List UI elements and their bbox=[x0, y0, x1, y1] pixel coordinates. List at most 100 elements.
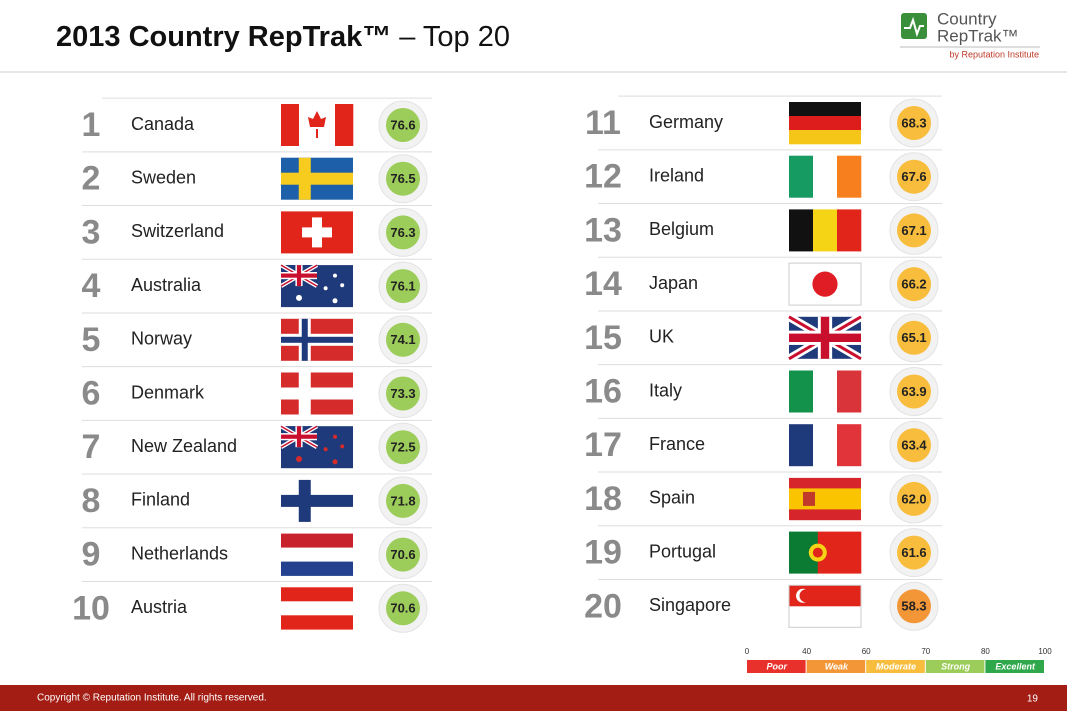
rank: 8 bbox=[82, 482, 101, 520]
scale-tick-label: 40 bbox=[802, 647, 811, 656]
rank: 5 bbox=[82, 321, 101, 359]
country-name: Spain bbox=[649, 488, 695, 508]
score: 63.4 bbox=[901, 438, 927, 453]
ranking-row: 4 Australia 76.1 bbox=[82, 258, 432, 311]
flag-part bbox=[789, 116, 861, 131]
rank: 10 bbox=[72, 589, 110, 627]
country-name: New Zealand bbox=[131, 436, 237, 456]
flag bbox=[281, 104, 354, 146]
score-badge bbox=[386, 483, 420, 518]
score-scale: Poor Weak Moderate Strong Excellent 0 40 60 70 80… bbox=[745, 647, 1052, 673]
score-badge bbox=[897, 159, 931, 194]
copyright: Copyright © Reputation Institute. All ri… bbox=[37, 693, 267, 704]
score-badge bbox=[897, 589, 931, 624]
flag-part bbox=[332, 459, 338, 465]
logo: Country RepTrak™ by Reputation Institute bbox=[900, 9, 1040, 59]
scale-tick-label: 100 bbox=[1038, 647, 1052, 656]
rank: 18 bbox=[584, 480, 622, 518]
flag-part bbox=[302, 227, 332, 238]
country-name: Netherlands bbox=[131, 543, 228, 563]
flag-part bbox=[837, 424, 862, 467]
flag-part bbox=[789, 424, 814, 467]
rank: 16 bbox=[584, 372, 622, 410]
flag-part bbox=[281, 587, 353, 602]
flag bbox=[281, 587, 353, 630]
flag-part bbox=[296, 294, 302, 301]
ranking-row: 13 Belgium 67.1 bbox=[584, 203, 942, 255]
score-badge bbox=[897, 374, 931, 409]
flag-part bbox=[789, 370, 814, 413]
flag-part bbox=[281, 336, 353, 343]
score: 76.1 bbox=[390, 279, 415, 294]
score: 65.1 bbox=[901, 330, 926, 345]
flag-part bbox=[813, 155, 838, 198]
flag-part bbox=[803, 491, 815, 506]
scale-tick-label: 80 bbox=[981, 647, 990, 656]
flag-part bbox=[340, 444, 345, 449]
flag bbox=[281, 533, 353, 576]
score-badge bbox=[386, 376, 420, 411]
score: 66.2 bbox=[901, 277, 926, 292]
score: 63.9 bbox=[901, 384, 926, 399]
page-number: 19 bbox=[1027, 694, 1039, 705]
flag-part bbox=[296, 455, 302, 462]
flag-part bbox=[332, 298, 338, 304]
flag-part bbox=[813, 209, 838, 252]
rank: 14 bbox=[584, 265, 622, 303]
country-name: Switzerland bbox=[131, 221, 224, 241]
ranking-row: 11 Germany 68.3 bbox=[585, 95, 942, 148]
flag bbox=[281, 318, 353, 361]
country-name: Australia bbox=[131, 275, 202, 295]
rank: 15 bbox=[584, 319, 622, 357]
scale-tick-label: 0 bbox=[745, 647, 750, 656]
country-name: Italy bbox=[649, 380, 682, 400]
scale-tick-label: 60 bbox=[862, 647, 871, 656]
flag-part bbox=[333, 434, 337, 439]
ranking-row: 2 Sweden 76.5 bbox=[82, 151, 432, 204]
rank: 11 bbox=[585, 104, 621, 142]
rank: 3 bbox=[82, 213, 101, 251]
logo-byline: by Reputation Institute bbox=[949, 49, 1039, 59]
flag-part bbox=[813, 424, 838, 467]
flag-part bbox=[281, 273, 317, 278]
score: 70.6 bbox=[390, 601, 415, 616]
flag bbox=[789, 209, 862, 252]
flag bbox=[279, 424, 353, 469]
flag bbox=[281, 479, 353, 522]
flag-part bbox=[281, 615, 353, 630]
flag-part bbox=[281, 172, 353, 185]
flag-part bbox=[789, 488, 861, 510]
rank: 1 bbox=[82, 106, 101, 144]
flag-part bbox=[789, 102, 861, 117]
flag-part bbox=[799, 589, 813, 603]
score-badge bbox=[897, 106, 931, 140]
country-name: Japan bbox=[649, 273, 698, 293]
ranking-row: 6 Denmark 73.3 bbox=[82, 366, 432, 418]
flag-part bbox=[335, 104, 354, 146]
flag-part bbox=[788, 584, 862, 628]
score-badge bbox=[386, 537, 420, 572]
ranking-row: 10 Austria 70.6 bbox=[72, 580, 432, 633]
scale-band-label: Moderate bbox=[876, 661, 916, 671]
score-badge bbox=[386, 161, 420, 196]
flag-part bbox=[789, 209, 814, 252]
scale-band bbox=[866, 660, 925, 673]
flag bbox=[281, 157, 353, 200]
ranking-row: 7 New Zealand 72.5 bbox=[82, 419, 432, 472]
scale-band bbox=[747, 660, 806, 673]
flag bbox=[786, 313, 864, 363]
flag-part bbox=[789, 509, 861, 521]
flag bbox=[789, 424, 862, 467]
country-name: Austria bbox=[131, 597, 188, 617]
ranking-row: 17 France 63.4 bbox=[584, 417, 942, 470]
score-badge bbox=[386, 108, 420, 142]
flag bbox=[281, 372, 353, 415]
ranking-row: 15 UK 65.1 bbox=[584, 310, 942, 363]
score-badge bbox=[897, 535, 931, 570]
score: 61.6 bbox=[901, 545, 926, 560]
scale-band bbox=[985, 660, 1044, 673]
score: 70.6 bbox=[390, 547, 415, 562]
flag-part bbox=[281, 547, 353, 562]
score: 74.1 bbox=[390, 332, 415, 347]
ranking-row: 19 Portugal 61.6 bbox=[584, 525, 942, 578]
